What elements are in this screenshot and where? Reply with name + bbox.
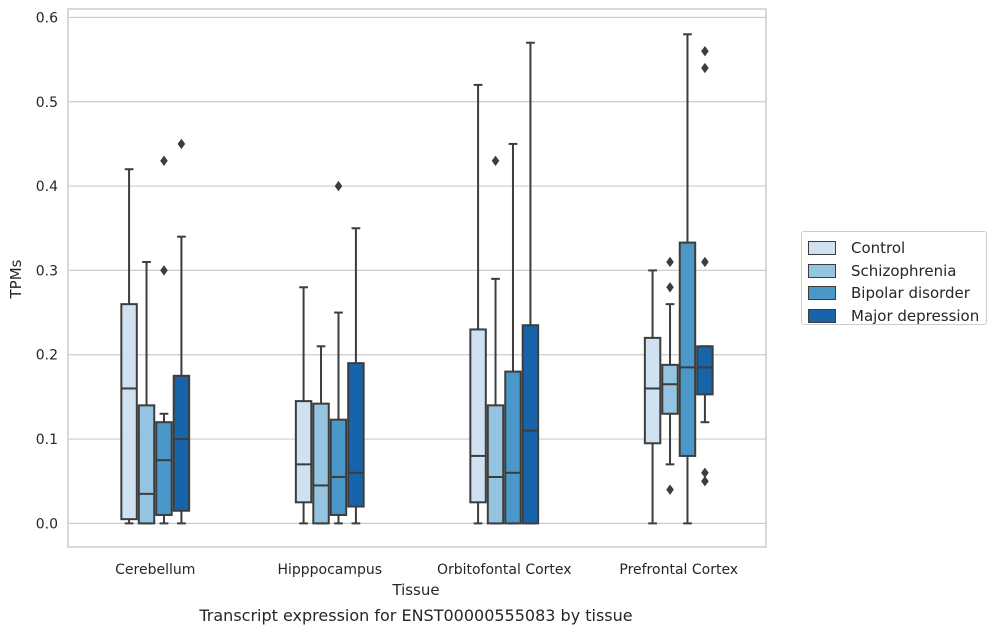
legend-swatch (808, 308, 836, 323)
box-iqr (486, 404, 505, 525)
x-tick-label: Cerebellum (115, 562, 195, 578)
legend-label: Schizophrenia (851, 261, 957, 280)
box-iqr (521, 324, 540, 525)
box-iqr (347, 362, 365, 508)
outlier-point (701, 476, 709, 487)
box-major-depression (172, 138, 191, 525)
y-tick-label: 0.1 (36, 432, 58, 448)
box-major-depression (347, 227, 365, 525)
box-iqr (678, 241, 697, 457)
box-control (120, 168, 138, 525)
box-schizophrenia (312, 345, 330, 525)
box-bipolar-disorder (155, 155, 173, 525)
box-iqr (469, 328, 487, 504)
x-tick-label: Prefrontal Cortex (619, 562, 738, 578)
x-tick-label: Hipppocampus (277, 562, 382, 578)
box-plots (120, 33, 714, 525)
box-control (294, 286, 313, 525)
box-major-depression (696, 45, 714, 487)
box-bipolar-disorder (678, 33, 697, 525)
box-iqr (643, 336, 662, 445)
legend-label: Major depression (851, 306, 980, 325)
y-tick-label: 0.2 (36, 348, 58, 364)
box-iqr (312, 402, 330, 525)
legend-item: Schizophrenia (808, 260, 986, 283)
outlier-point (666, 282, 674, 293)
box-schizophrenia (486, 155, 505, 525)
x-tick-labels: Cerebellum Hipppocampus Orbitofontal Corte… (115, 562, 738, 578)
legend-swatch (808, 286, 836, 301)
legend-item: Bipolar disorder (808, 282, 986, 305)
outlier-point (177, 138, 186, 150)
y-tick-label: 0.6 (36, 10, 58, 26)
outlier-point (666, 484, 674, 495)
box-schizophrenia (661, 256, 679, 495)
outlier-point (160, 155, 168, 166)
legend-label: Bipolar disorder (851, 284, 970, 303)
outlier-point (334, 180, 343, 192)
y-tick-labels: 0.0 0.1 0.2 0.3 0.4 0.5 0.6 (36, 10, 58, 532)
outlier-point (666, 256, 674, 268)
y-tick-label: 0.3 (36, 263, 58, 279)
box-iqr (137, 404, 156, 525)
y-axis-label: TPMs (7, 259, 25, 299)
legend-swatch (808, 263, 836, 278)
outlier-point (701, 62, 709, 74)
box-iqr (120, 303, 138, 521)
box-iqr (172, 374, 191, 512)
outlier-point (701, 467, 709, 478)
box-iqr (155, 421, 173, 516)
outlier-point (701, 256, 709, 268)
box-schizophrenia (137, 260, 156, 525)
outlier-point (491, 155, 500, 166)
plot-frame (67, 8, 767, 548)
outlier-point (160, 265, 168, 276)
x-tick-label: Orbitofontal Cortex (437, 562, 572, 578)
box-bipolar-disorder (329, 180, 348, 525)
legend-swatch (808, 241, 836, 256)
legend-item: Major depression (808, 305, 986, 328)
box-iqr (504, 370, 522, 525)
box-major-depression (521, 41, 540, 525)
box-control (643, 269, 662, 525)
outlier-point (701, 45, 709, 57)
box-iqr (696, 345, 714, 396)
y-tick-label: 0.4 (36, 179, 58, 195)
x-axis-label: Tissue (391, 581, 439, 599)
y-tick-label: 0.5 (36, 95, 58, 111)
box-iqr (661, 363, 679, 415)
legend-label: Control (851, 239, 906, 258)
box-iqr (329, 418, 348, 516)
chart-caption: Transcript expression for ENST0000055508… (199, 606, 633, 625)
box-bipolar-disorder (504, 142, 522, 525)
legend-item: Control (808, 237, 986, 260)
box-iqr (294, 400, 313, 504)
legend: Control Schizophrenia Bipolar disorder Majo… (801, 231, 987, 325)
box-control (469, 83, 487, 525)
y-tick-label: 0.0 (36, 516, 58, 532)
